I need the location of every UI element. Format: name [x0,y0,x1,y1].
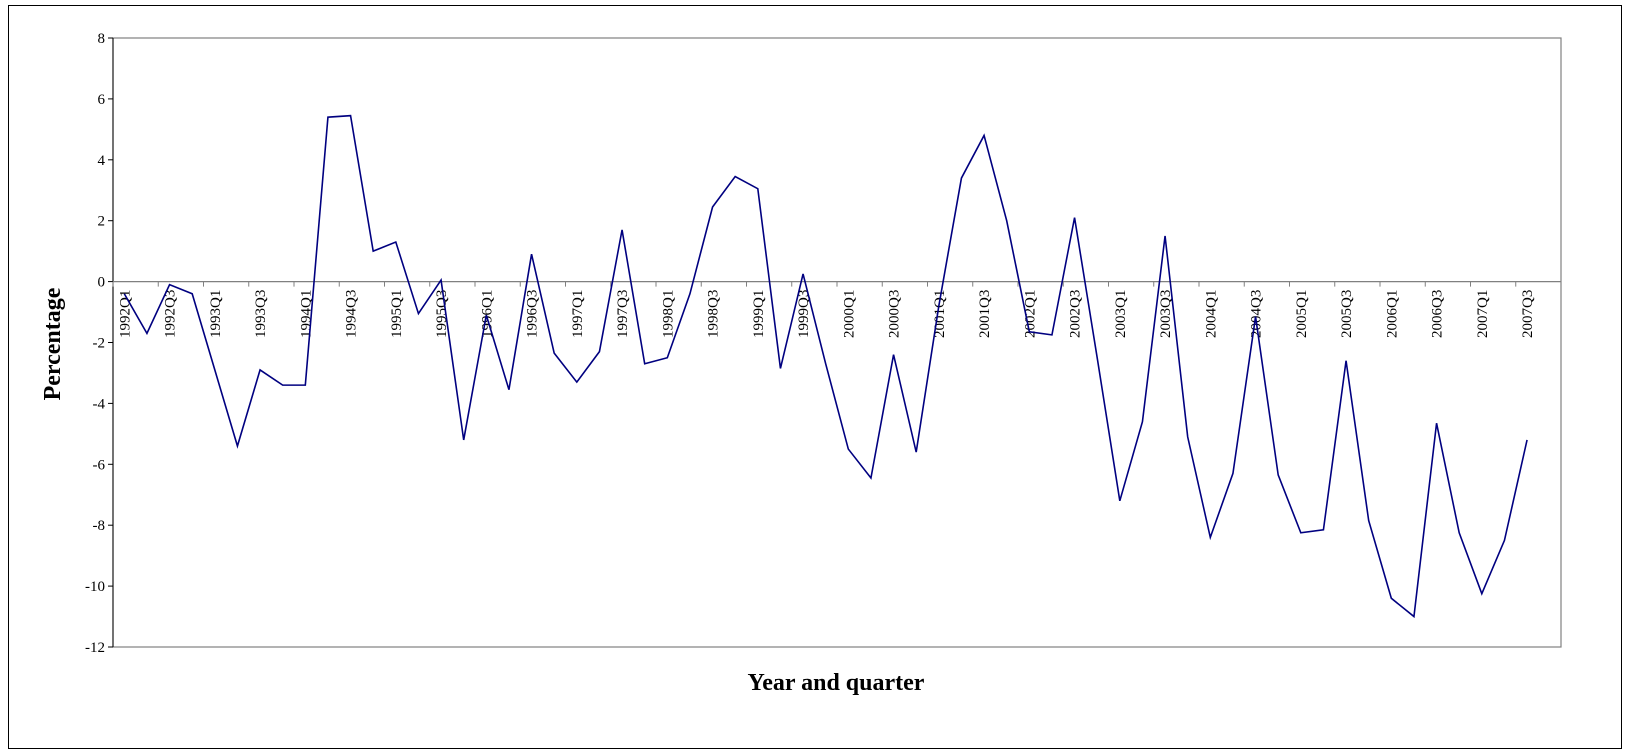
x-tick-label: 1993Q3 [253,290,269,338]
x-tick-label: 2003Q1 [1113,290,1129,338]
x-tick-label: 2006Q3 [1430,290,1446,338]
y-axis-title: Percentage [40,287,66,400]
x-tick-label: 2004Q1 [1203,290,1219,338]
x-tick-label: 2000Q1 [841,290,857,338]
x-tick-label: 1993Q1 [208,290,224,338]
x-tick-label: 1998Q1 [660,290,676,338]
series-line [123,114,1528,619]
y-tick-label: -12 [85,640,105,656]
y-tick-label: 6 [98,92,106,108]
x-axis-title: Year and quarter [748,670,925,696]
x-tick-label: 2001Q3 [977,290,993,338]
x-tick-label: 1996Q3 [525,290,541,338]
x-tick-label: 2002Q1 [1022,290,1038,338]
x-tick-label: 2002Q3 [1068,290,1084,338]
x-tick-label: 2004Q3 [1249,290,1265,338]
chart-frame [8,5,1622,749]
y-tick-label: 0 [98,275,106,291]
plot-area-border [112,37,1562,648]
y-tick-label: -10 [85,579,105,595]
y-tick-label: -8 [93,518,106,534]
x-tick-label: 2007Q3 [1520,290,1536,338]
x-tick-label: 2005Q1 [1294,290,1310,338]
x-tick-label: 1996Q1 [479,290,495,338]
x-tick-label: 2000Q3 [887,290,903,338]
x-tick-label: 1997Q1 [570,290,586,338]
y-tick-label: 8 [98,31,106,47]
x-tick-label: 1999Q3 [796,290,812,338]
x-tick-label: 2007Q1 [1475,290,1491,338]
x-tick-label: 2006Q1 [1384,290,1400,338]
x-tick-label: 1995Q3 [434,290,450,338]
x-tick-label: 1994Q3 [344,290,360,338]
y-tick-label: 2 [98,214,106,230]
x-tick-label: 1999Q1 [751,290,767,338]
x-tick-label: 1992Q3 [163,290,179,338]
x-tick-label: 2005Q3 [1339,290,1355,338]
x-tick-label: 2003Q3 [1158,290,1174,338]
x-tick-label: 1995Q1 [389,290,405,338]
y-tick-label: -4 [93,396,106,412]
y-tick-label: 4 [98,153,106,169]
y-tick-label: -6 [93,457,106,473]
y-tick-label: -2 [93,336,106,352]
x-tick-label: 1997Q3 [615,290,631,338]
x-tick-label: 1998Q3 [706,290,722,338]
